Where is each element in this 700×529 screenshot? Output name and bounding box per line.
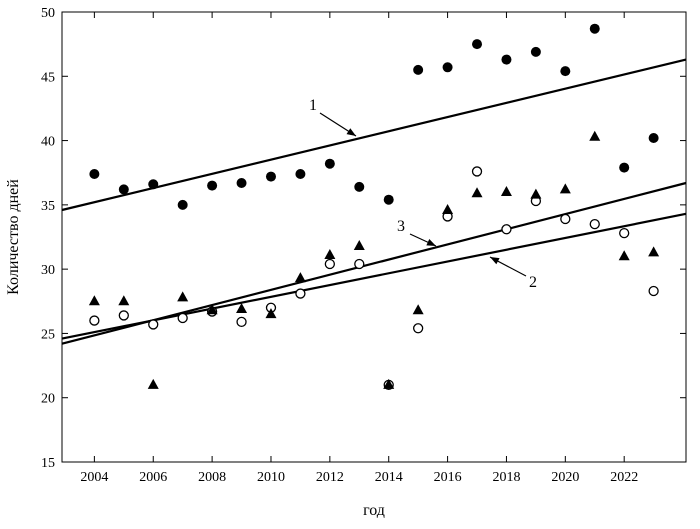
data-point-triangle [648, 246, 660, 257]
data-point-triangle [177, 291, 189, 302]
data-point-triangle [147, 378, 159, 389]
trend-line-1 [61, 58, 687, 212]
data-point-triangle [618, 250, 630, 261]
x-tick-label: 2016 [434, 470, 462, 485]
data-point-triangle [471, 187, 483, 198]
data-point-triangle [294, 272, 306, 283]
data-point-triangle [559, 183, 571, 194]
x-tick-label: 2012 [316, 470, 344, 485]
y-tick-label: 25 [41, 327, 55, 342]
data-point-open-circle [589, 218, 600, 230]
data-point-open-circle [148, 319, 159, 330]
trend-line-label-3: 3 [397, 218, 405, 235]
data-point-open-circle [471, 166, 483, 177]
data-point-triangle [265, 308, 277, 319]
data-point-filled-circle [619, 162, 630, 173]
annotation-arrowhead-1 [346, 128, 356, 136]
x-axis-title: год [363, 502, 385, 519]
data-point-filled-circle [589, 23, 600, 34]
data-point-open-circle [295, 288, 306, 299]
data-point-filled-circle [413, 64, 424, 75]
data-point-filled-circle [324, 158, 335, 169]
data-point-triangle [236, 303, 248, 313]
data-point-filled-circle [648, 133, 659, 143]
annotations: 1 3 2 [309, 97, 537, 291]
data-point-open-circle [619, 227, 630, 239]
x-tick-label: 2008 [198, 470, 226, 485]
data-point-open-circle [118, 310, 129, 321]
trend-lines [61, 58, 687, 345]
data-point-triangle [324, 249, 336, 259]
y-axis-title: Количество дней [5, 179, 22, 295]
points [88, 23, 660, 391]
x-tick-label: 2010 [257, 470, 285, 485]
y-tick-label: 15 [41, 456, 55, 471]
data-point-open-circle [560, 213, 571, 225]
data-point-filled-circle [177, 199, 188, 210]
data-point-open-circle [89, 315, 100, 326]
y-tick-label: 20 [41, 392, 55, 407]
data-point-triangle [500, 186, 512, 196]
data-point-triangle [530, 188, 542, 199]
data-point-triangle [383, 378, 395, 389]
data-point-open-circle [413, 323, 424, 334]
plot-frame [61, 11, 687, 463]
data-point-triangle [206, 304, 218, 315]
x-tick-label: 2020 [551, 470, 579, 485]
data-point-triangle [412, 304, 424, 315]
y-tick-label: 30 [41, 263, 55, 278]
annotation-arrowhead-2 [490, 257, 500, 265]
x-tick-label: 2004 [80, 470, 108, 485]
data-point-filled-circle [236, 178, 247, 188]
data-point-triangle [442, 204, 454, 214]
data-point-triangle [589, 130, 601, 141]
y-tick-label: 45 [41, 70, 55, 85]
data-point-filled-circle [501, 54, 512, 65]
data-point-filled-circle [265, 171, 276, 182]
y-tick-label: 50 [41, 6, 55, 21]
annotation-arrowhead-3 [426, 239, 436, 246]
data-point-filled-circle [383, 194, 394, 205]
data-point-filled-circle [354, 181, 365, 192]
data-point-open-circle [236, 316, 247, 328]
trend-line-3 [61, 181, 687, 345]
data-point-triangle [353, 240, 365, 250]
x-tick-label: 2022 [610, 470, 638, 485]
trend-line-label-2: 2 [529, 274, 537, 291]
data-point-open-circle [177, 312, 188, 324]
data-point-open-circle [354, 258, 365, 270]
ticks: 2004 2006 2008 2010 2012 2014 2016 2018 2020 2022… [41, 6, 686, 485]
data-point-filled-circle [472, 39, 483, 50]
data-point-filled-circle [148, 179, 159, 190]
data-point-triangle [88, 295, 100, 306]
data-point-filled-circle [530, 46, 541, 57]
y-tick-label: 35 [41, 199, 55, 214]
data-point-filled-circle [295, 169, 306, 179]
data-point-filled-circle [207, 180, 218, 191]
data-point-filled-circle [560, 66, 571, 77]
data-point-filled-circle [89, 169, 100, 179]
trend-line-label-1: 1 [309, 97, 317, 114]
data-point-triangle [118, 295, 130, 306]
data-point-filled-circle [442, 62, 453, 73]
data-point-open-circle [324, 258, 335, 270]
x-tick-label: 2014 [375, 470, 403, 485]
x-tick-label: 2006 [139, 470, 167, 485]
data-point-open-circle [648, 285, 659, 297]
data-point-filled-circle [118, 184, 129, 195]
x-tick-label: 2018 [492, 470, 520, 485]
y-tick-label: 40 [41, 135, 55, 150]
data-point-open-circle [501, 224, 512, 235]
